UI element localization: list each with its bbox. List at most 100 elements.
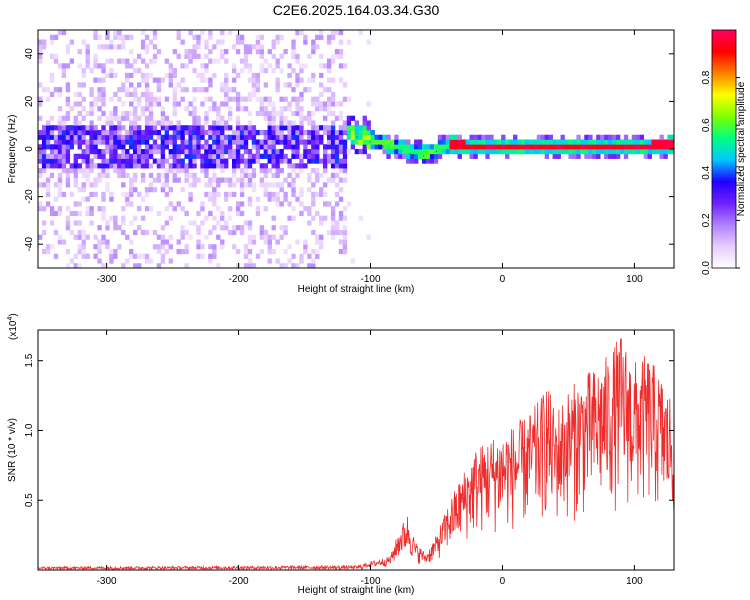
heatmap-cell (180, 158, 185, 164)
heatmap-cell (247, 163, 253, 169)
heatmap-cell (235, 206, 241, 212)
heatmap-cell (334, 201, 340, 207)
heatmap-cell (338, 163, 344, 169)
heatmap-cell (89, 149, 94, 155)
heatmap-cell (144, 49, 150, 55)
heatmap-cell (129, 239, 134, 245)
heatmap-cell (334, 144, 340, 150)
heatmap-cell (611, 149, 617, 155)
heatmap-cell (208, 229, 213, 236)
heatmap-cell (160, 172, 166, 178)
heatmap-cell (81, 106, 86, 112)
heatmap-cell (299, 153, 304, 159)
heatmap-cell (247, 110, 253, 117)
heatmap-cell (65, 63, 71, 69)
heatmap-cell (41, 149, 47, 155)
heatmap-cell (81, 253, 86, 259)
heatmap-cell (140, 196, 146, 202)
heatmap-cell (125, 258, 130, 264)
heatmap-cell (647, 149, 652, 155)
heatmap-cell (53, 196, 59, 202)
heatmap-cell (41, 158, 47, 164)
heatmap-cell (263, 106, 268, 112)
heatmap-cell (101, 139, 106, 145)
heatmap-cell (247, 234, 253, 240)
heatmap-cell (180, 87, 185, 93)
heatmap-cell (220, 149, 225, 155)
heatmap-cell (410, 158, 415, 164)
heatmap-cell (271, 144, 276, 150)
heatmap-cell (330, 229, 336, 236)
heatmap-cell (315, 139, 320, 145)
heatmap-cell (287, 182, 292, 188)
heatmap-cell (212, 158, 217, 164)
heatmap-cell (338, 39, 344, 45)
heatmap-cell (125, 153, 130, 159)
heatmap-cell (77, 101, 82, 107)
heatmap-cell (520, 144, 526, 150)
heatmap-cell (45, 139, 51, 145)
heatmap-cell (540, 134, 546, 140)
heatmap-cell (85, 168, 90, 174)
heatmap-cell (643, 139, 649, 145)
heatmap-cell (136, 53, 142, 59)
heatmap-cell (394, 134, 399, 140)
heatmap-cell (334, 172, 340, 178)
heatmap-cell (536, 139, 542, 145)
heatmap-cell (667, 134, 672, 140)
heatmap-cell (394, 139, 399, 145)
heatmap-cell (231, 158, 237, 164)
heatmap-cell (489, 134, 494, 140)
heatmap-cell (184, 248, 189, 255)
heatmap-cell (109, 39, 114, 45)
heatmap-cell (414, 139, 419, 145)
heatmap-cell (57, 182, 63, 188)
heatmap-cell (140, 72, 146, 78)
heatmap-cell (148, 172, 154, 178)
heatmap-cell (129, 101, 134, 107)
heatmap-cell (208, 34, 213, 40)
heatmap-cell (323, 153, 328, 159)
y-tick-label: 1.5 (24, 353, 35, 367)
heatmap-cell (560, 144, 565, 150)
heatmap-cell (81, 196, 86, 202)
heatmap-cell (41, 168, 47, 174)
heatmap-cell (121, 139, 126, 145)
heatmap-cell (627, 139, 633, 145)
heatmap-cell (338, 110, 344, 117)
heatmap-cell (398, 144, 403, 150)
heatmap-cell (271, 106, 276, 112)
ridge-point (567, 148, 570, 150)
heatmap-cell (45, 144, 51, 150)
heatmap-cell (283, 144, 288, 150)
heatmap-cell (604, 153, 609, 159)
heatmap-cell (192, 96, 197, 102)
heatmap-cell (144, 63, 150, 69)
heatmap-cell (469, 139, 474, 145)
heatmap-cell (623, 139, 629, 145)
heatmap-cell (334, 220, 340, 226)
heatmap-cell (259, 110, 265, 117)
heatmap-cell (45, 129, 51, 136)
heatmap-cell (247, 158, 253, 164)
heatmap-cell (101, 191, 106, 197)
heatmap-cell (243, 129, 249, 136)
heatmap-cell (97, 77, 102, 83)
heatmap-cell (49, 91, 55, 98)
heatmap-cell (338, 158, 344, 164)
heatmap-cell (109, 96, 114, 102)
heatmap-cell (572, 149, 577, 155)
x-tick-label: -200 (229, 274, 249, 285)
heatmap-cell (319, 215, 324, 221)
heatmap-cell (45, 177, 51, 183)
heatmap-cell (390, 144, 395, 150)
heatmap-cell (255, 196, 261, 202)
heatmap-cell (152, 96, 158, 102)
heatmap-cell (231, 77, 237, 83)
heatmap-cell (437, 149, 443, 155)
colorbar-tick-label: 0.0 (701, 261, 712, 275)
heatmap-cell (429, 144, 435, 150)
heatmap-cell (319, 82, 324, 88)
heatmap-cell (402, 144, 407, 150)
heatmap-cell (560, 134, 565, 140)
